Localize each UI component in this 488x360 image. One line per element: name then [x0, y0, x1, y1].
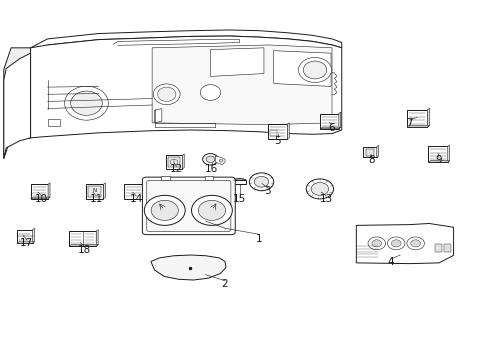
FancyBboxPatch shape — [320, 113, 338, 129]
FancyBboxPatch shape — [365, 149, 373, 156]
Polygon shape — [427, 161, 449, 162]
Ellipse shape — [232, 179, 246, 184]
FancyBboxPatch shape — [165, 156, 182, 169]
Text: 11: 11 — [89, 194, 102, 203]
Polygon shape — [48, 183, 50, 199]
Circle shape — [205, 156, 214, 162]
Circle shape — [249, 173, 273, 191]
Polygon shape — [103, 183, 105, 199]
Polygon shape — [406, 125, 429, 127]
FancyBboxPatch shape — [168, 157, 180, 167]
Text: 17: 17 — [20, 238, 33, 248]
Text: 16: 16 — [204, 164, 218, 174]
FancyBboxPatch shape — [17, 230, 32, 243]
Text: 13: 13 — [319, 194, 332, 203]
Polygon shape — [30, 197, 50, 199]
Text: 5: 5 — [274, 136, 280, 146]
Circle shape — [410, 240, 420, 247]
FancyBboxPatch shape — [443, 244, 450, 252]
Polygon shape — [4, 53, 30, 158]
Circle shape — [191, 195, 232, 225]
Text: N: N — [93, 188, 97, 193]
FancyBboxPatch shape — [204, 176, 213, 180]
Circle shape — [151, 201, 178, 220]
Polygon shape — [69, 245, 98, 246]
FancyBboxPatch shape — [427, 147, 447, 162]
Polygon shape — [30, 30, 341, 53]
Circle shape — [198, 201, 225, 220]
Circle shape — [371, 240, 381, 247]
Circle shape — [202, 154, 218, 165]
Ellipse shape — [153, 84, 180, 105]
Circle shape — [386, 237, 404, 250]
Text: 12: 12 — [169, 164, 183, 174]
FancyBboxPatch shape — [123, 184, 143, 199]
Circle shape — [219, 159, 223, 162]
Circle shape — [144, 195, 185, 225]
Text: 3: 3 — [264, 186, 271, 197]
FancyBboxPatch shape — [363, 147, 376, 157]
FancyBboxPatch shape — [47, 119, 60, 126]
FancyBboxPatch shape — [146, 180, 230, 231]
Polygon shape — [11, 36, 341, 138]
Polygon shape — [447, 145, 449, 162]
Text: 18: 18 — [77, 245, 90, 255]
Polygon shape — [287, 123, 288, 139]
Circle shape — [305, 179, 333, 199]
FancyBboxPatch shape — [69, 231, 96, 246]
FancyBboxPatch shape — [30, 184, 48, 199]
Polygon shape — [215, 156, 224, 165]
Polygon shape — [338, 112, 340, 129]
Ellipse shape — [157, 87, 176, 102]
Ellipse shape — [200, 85, 220, 100]
Text: 8: 8 — [368, 156, 374, 165]
Circle shape — [367, 237, 385, 250]
Polygon shape — [210, 48, 264, 76]
Ellipse shape — [64, 86, 108, 120]
Polygon shape — [154, 109, 162, 123]
Polygon shape — [143, 183, 145, 199]
Circle shape — [254, 176, 268, 187]
Polygon shape — [17, 242, 34, 243]
FancyBboxPatch shape — [406, 110, 427, 127]
Text: 14: 14 — [129, 194, 142, 203]
Polygon shape — [4, 48, 30, 158]
Polygon shape — [182, 154, 184, 169]
Polygon shape — [376, 145, 378, 157]
Circle shape — [390, 240, 400, 247]
Polygon shape — [151, 255, 225, 280]
Text: 10: 10 — [35, 194, 48, 203]
Ellipse shape — [298, 58, 331, 82]
FancyBboxPatch shape — [88, 186, 101, 197]
FancyBboxPatch shape — [434, 244, 441, 252]
Polygon shape — [427, 108, 429, 127]
Text: 6: 6 — [328, 123, 335, 133]
Ellipse shape — [303, 61, 326, 79]
Polygon shape — [232, 180, 246, 184]
Polygon shape — [32, 228, 34, 243]
Circle shape — [310, 183, 328, 195]
FancyBboxPatch shape — [86, 184, 103, 199]
Text: 2: 2 — [221, 279, 228, 289]
Text: 15: 15 — [233, 194, 246, 203]
Text: 9: 9 — [435, 156, 442, 165]
FancyBboxPatch shape — [161, 176, 169, 180]
Polygon shape — [320, 127, 340, 129]
Text: 7: 7 — [406, 118, 412, 128]
Text: 4: 4 — [386, 257, 393, 267]
Polygon shape — [152, 45, 331, 125]
FancyBboxPatch shape — [267, 124, 287, 139]
Polygon shape — [356, 224, 453, 264]
Circle shape — [406, 237, 424, 250]
Ellipse shape — [71, 91, 102, 115]
Text: 1: 1 — [255, 234, 262, 244]
Polygon shape — [96, 230, 98, 246]
Polygon shape — [273, 51, 330, 86]
FancyBboxPatch shape — [142, 177, 235, 235]
